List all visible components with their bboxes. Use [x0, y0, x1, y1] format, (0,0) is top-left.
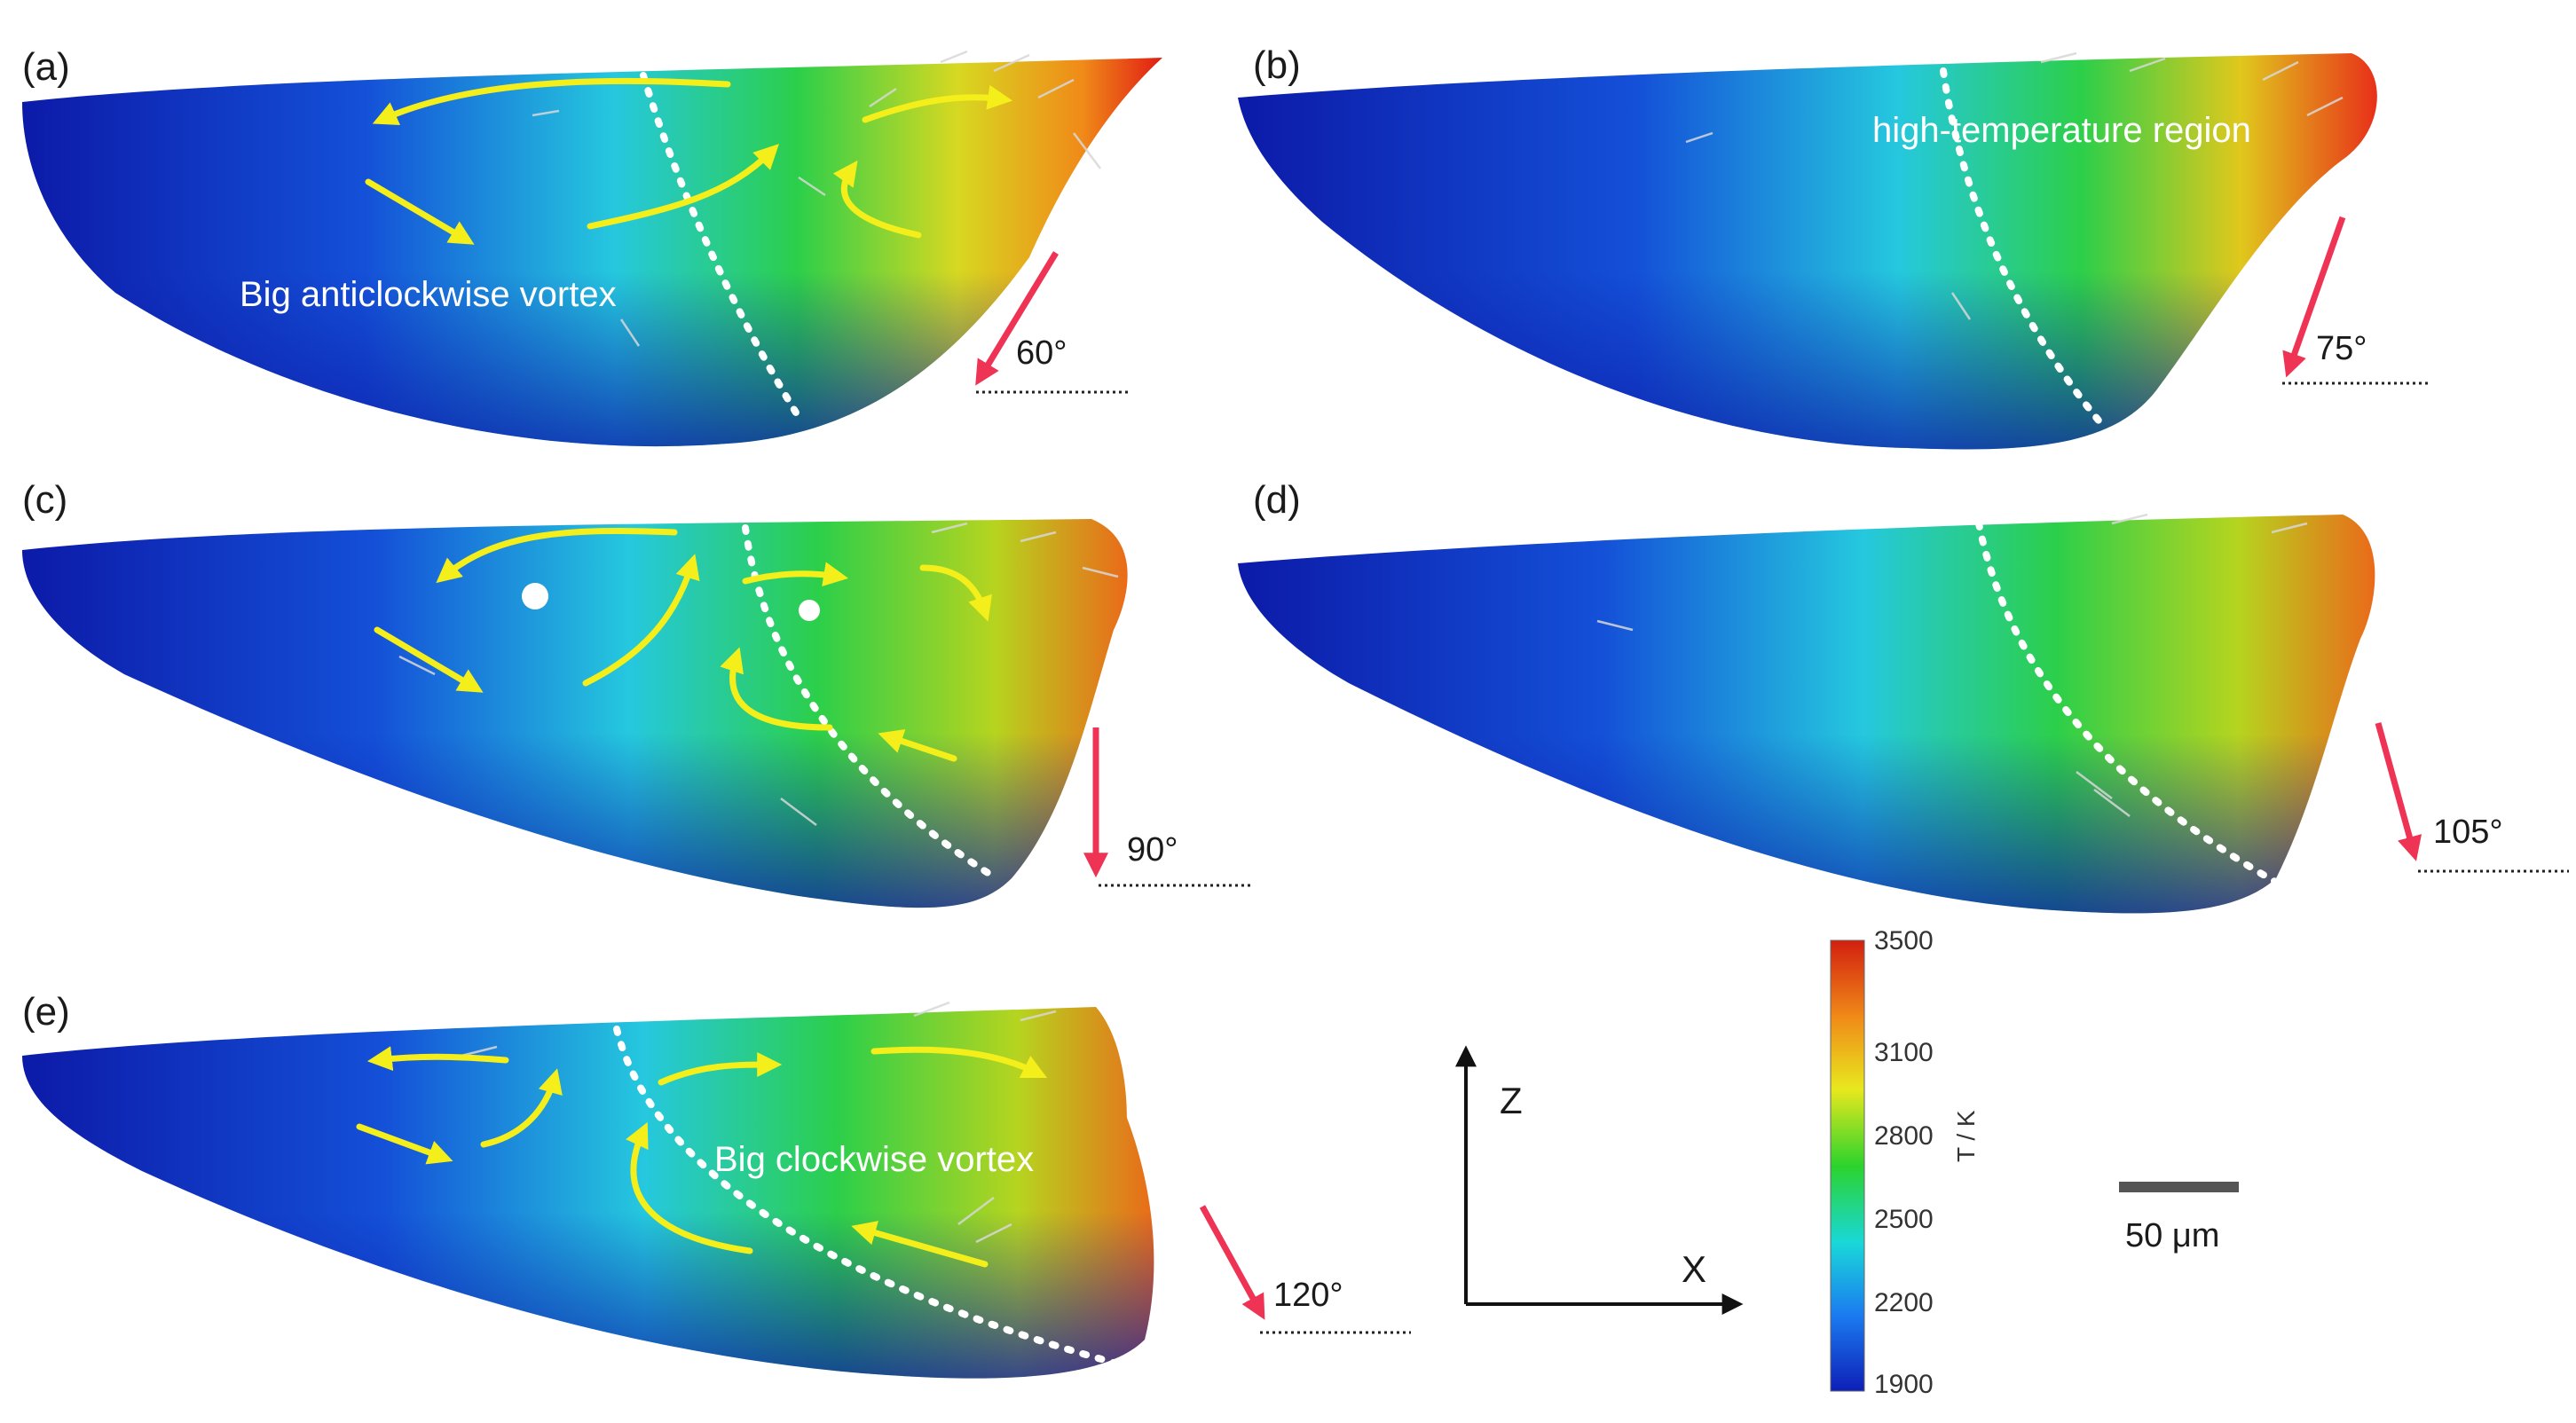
flow-arrow [870, 1046, 1048, 1079]
flow-arrow [582, 554, 700, 687]
laser-arrow [2375, 722, 2422, 861]
colorbar-tick: 2500 [1874, 1205, 1934, 1234]
coordinate-axes: Z X [1455, 1045, 1744, 1315]
flow-arrow [742, 562, 849, 587]
scale-bar-label: 50 μm [2125, 1217, 2219, 1254]
flow-arrow [832, 160, 922, 239]
panel-b: high-temperature region 75° (b) [1238, 43, 2431, 450]
colorbar-tick: 3100 [1874, 1038, 1934, 1067]
flow-arrow [658, 1052, 783, 1086]
angle-label: 105° [2433, 814, 2503, 851]
panel-c: 90° (c) [22, 478, 1251, 908]
region-annotation: Big anticlockwise vortex [240, 275, 617, 314]
angle-label: 90° [1127, 831, 1178, 869]
colorbar-tick: 3500 [1874, 926, 1934, 955]
vortex-center-marker [522, 583, 548, 609]
flow-arrow [480, 1068, 563, 1148]
flow-arrow [626, 1121, 753, 1254]
angle-label: 75° [2316, 330, 2367, 367]
panel-e: Big clockwise vortex 120° (e) [22, 990, 1411, 1379]
panel-d: 105° (d) [1238, 478, 2569, 914]
colorbar: 3500 3100 2800 2500 2200 1900 T / K [1830, 926, 1980, 1399]
colorbar-tick: 2800 [1874, 1121, 1934, 1151]
velocity-vectors [398, 522, 1119, 826]
flow-arrow [878, 729, 957, 762]
region-annotation: Big clockwise vortex [714, 1140, 1034, 1179]
velocity-vectors [1596, 513, 2308, 817]
velocity-vectors [532, 50, 1101, 347]
flow-arrow [851, 1221, 989, 1268]
z-axis-label: Z [1500, 1080, 1523, 1121]
region-annotation: high-temperature region [1872, 111, 2251, 150]
flow-arrow [919, 564, 992, 622]
melt-boundary [1975, 520, 2288, 891]
flow-arrow [356, 1123, 453, 1165]
melt-boundary [613, 1026, 1130, 1370]
panel-label: (a) [22, 45, 70, 89]
laser-arrow [2282, 216, 2346, 378]
laser-arrow [1199, 1205, 1265, 1320]
laser-arrow [975, 251, 1059, 386]
velocity-vectors [461, 1001, 1057, 1244]
colorbar-tick: 2200 [1874, 1288, 1934, 1317]
angle-label: 60° [1016, 334, 1067, 372]
flow-arrow [365, 178, 475, 245]
colorbar-tick: 1900 [1874, 1370, 1934, 1399]
panel-label: (b) [1253, 43, 1301, 87]
panel-label: (d) [1253, 478, 1301, 522]
melt-boundary [640, 72, 802, 421]
flow-arrow [372, 77, 731, 125]
panel-label: (c) [22, 478, 67, 522]
panel-a: Big anticlockwise vortex 60° (a) [22, 45, 1162, 447]
flow-arrow [366, 1046, 509, 1072]
flow-arrow [862, 84, 1013, 123]
flow-arrow [720, 647, 833, 731]
angle-label: 120° [1273, 1277, 1343, 1314]
melt-boundary [1940, 67, 2107, 429]
colorbar-gradient [1830, 939, 1865, 1392]
vortex-center-marker [799, 600, 820, 621]
velocity-vectors [1685, 51, 2344, 320]
scale-bar-line [2119, 1182, 2239, 1192]
flow-arrow [436, 527, 678, 584]
scale-bar: 50 μm [2119, 1182, 2239, 1254]
colorbar-unit: T / K [1952, 1110, 1980, 1162]
x-axis-label: X [1682, 1248, 1706, 1290]
flow-arrow [374, 626, 484, 693]
flow-arrow [587, 144, 779, 230]
panel-label: (e) [22, 990, 70, 1034]
